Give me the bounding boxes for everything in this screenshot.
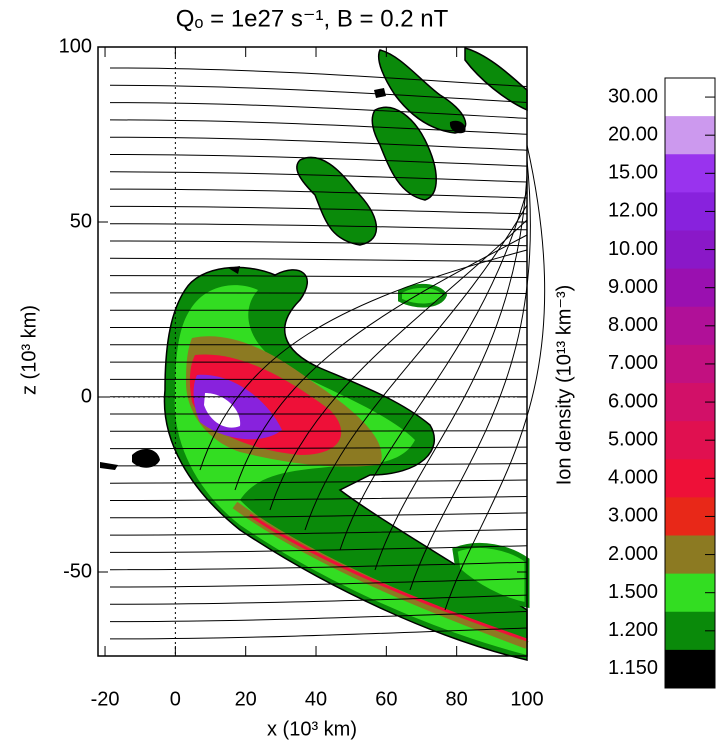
field-line [109,528,528,536]
field-line [109,275,528,279]
field-line [109,611,528,623]
colorbar-tick-label: 4.000 [608,467,658,489]
field-line [109,171,528,183]
field-line [109,119,528,135]
field-line [109,463,528,467]
x-tick-label: 80 [446,688,468,710]
field-line [109,545,528,553]
colorbar-tick-label: 1.500 [608,581,658,603]
field-line [109,240,528,247]
field-line [109,102,528,119]
contour-blob [296,156,377,246]
plot-area [98,47,546,661]
field-line [109,136,528,151]
y-tick-label: -50 [63,560,92,582]
contour-blob [371,106,437,201]
contour-blob [378,49,467,134]
field-lines [109,67,546,640]
x-tick-label: 0 [170,688,181,710]
contour-white [204,393,241,428]
field-line [234,234,528,491]
contour-blob [398,283,448,308]
colorbar-tick-label: 12.00 [608,200,658,222]
field-line [109,446,528,450]
x-axis-label: x (10³ km) [267,718,357,740]
x-tick-label: -20 [91,688,120,710]
field-line [109,578,528,588]
field-line [109,627,528,640]
x-tick-label: 60 [375,688,397,710]
field-line [109,188,528,199]
field-line [109,594,528,605]
field-line [109,257,528,263]
field-line [444,144,546,611]
colorbar-tick-label: 15.00 [608,162,658,184]
field-line [109,67,528,88]
colorbar-tick-label: 30.00 [608,85,658,107]
colorbar-tick-label: 10.00 [608,238,658,260]
field-line [109,479,528,484]
chart-title: Qₒ = 1e27 s⁻¹, B = 0.2 nT [176,5,449,32]
y-tick-label: 50 [70,210,92,232]
colorbar-tick-label: 3.000 [608,505,658,527]
colorbar-label: Ion density (10¹³ km⁻³) [553,285,575,486]
colorbar-tick-label: 8.000 [608,314,658,336]
field-line [199,249,528,471]
y-tick-label: 100 [59,35,92,57]
colorbar-tick-label: 9.000 [608,276,658,298]
plot-frame [97,46,528,657]
colorbar-tick-label: 5.000 [608,428,658,450]
field-line [374,174,528,571]
x-tick-label: 40 [305,688,327,710]
colorbar-tick-label: 1.150 [608,657,658,679]
contour-red-strip [249,513,528,642]
x-tick-label: 20 [235,688,257,710]
y-axis-label: z (10³ km) [18,305,40,395]
x-tick-label: 100 [510,688,543,710]
field-line [339,189,528,551]
colorbar-tick-label: 1.200 [608,619,658,641]
colorbar-tick-label: 2.000 [608,543,658,565]
field-line [109,495,528,501]
field-line [109,561,528,571]
colorbar-tick-label: 20.00 [608,123,658,145]
colorbar-frame [664,77,716,689]
colorbar-tick-label: 6.000 [608,390,658,412]
field-line [109,84,528,103]
field-line [109,154,528,167]
field-line [409,159,531,591]
field-line [109,223,528,231]
y-tick-label: 0 [81,385,92,407]
field-line [109,292,528,294]
field-line [109,205,528,215]
field-line [109,430,528,432]
field-line [304,204,528,531]
field-line [109,512,528,519]
colorbar-tick-label: 7.000 [608,352,658,374]
contour-purple [193,374,282,440]
field-line [269,219,528,511]
